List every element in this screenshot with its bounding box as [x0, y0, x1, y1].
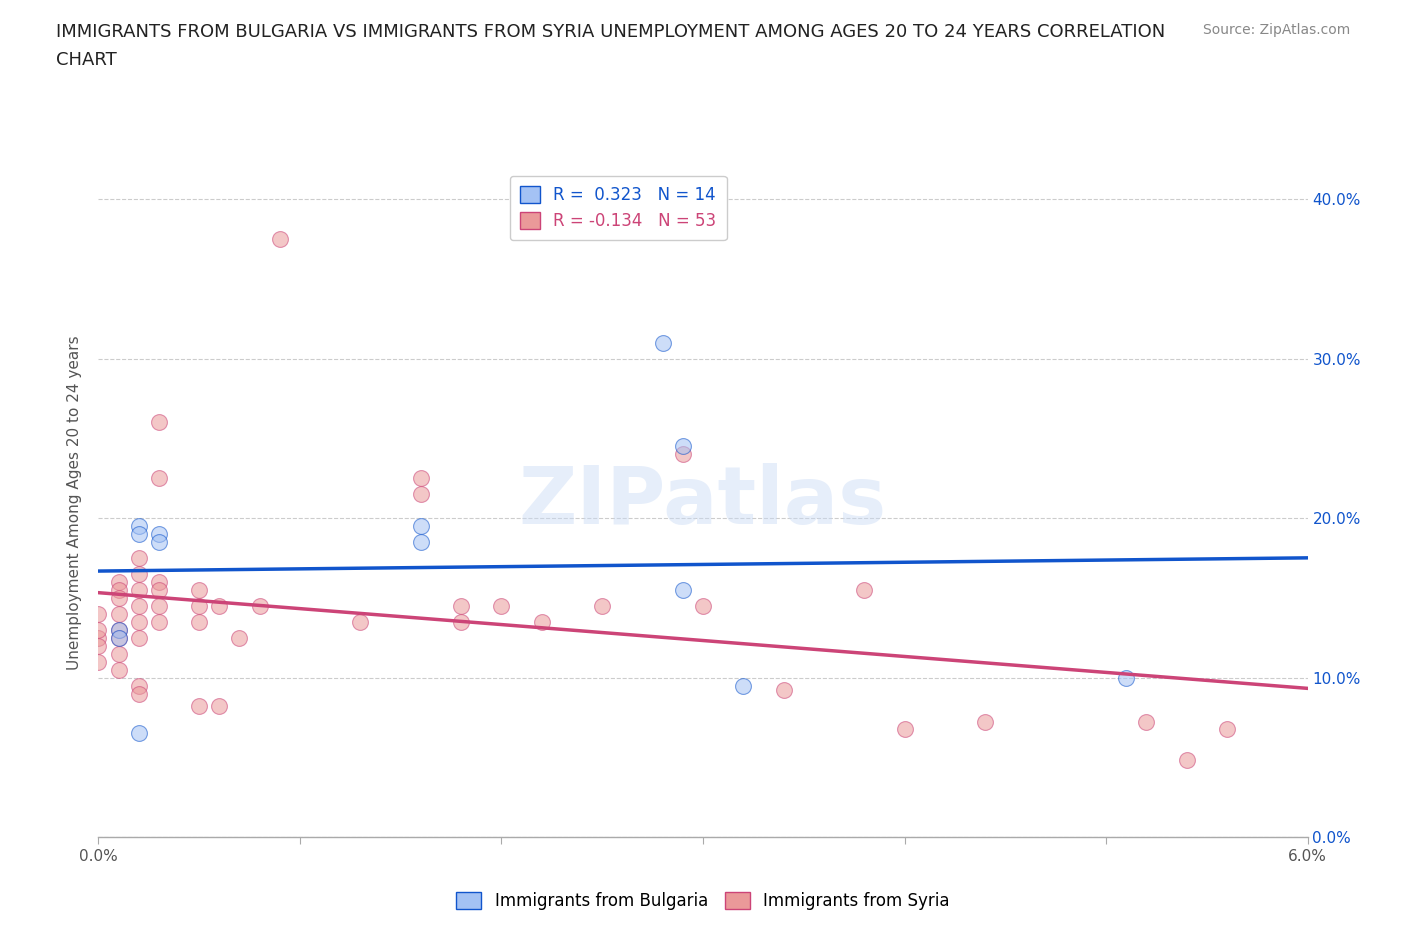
Point: [188, 615, 211, 630]
Point: [409, 471, 432, 485]
Point: [107, 646, 129, 661]
Point: [128, 615, 150, 630]
Point: [409, 486, 432, 501]
Text: CHART: CHART: [56, 51, 117, 69]
Point: [672, 439, 695, 454]
Point: [148, 615, 170, 630]
Point: [591, 598, 613, 613]
Point: [87, 622, 110, 637]
Point: [107, 631, 129, 645]
Point: [651, 336, 673, 351]
Point: [148, 582, 170, 597]
Point: [269, 232, 291, 246]
Point: [208, 598, 231, 613]
Point: [107, 575, 129, 590]
Point: [128, 551, 150, 565]
Point: [148, 535, 170, 550]
Point: [1135, 715, 1157, 730]
Point: [148, 471, 170, 485]
Point: [772, 683, 794, 698]
Text: IMMIGRANTS FROM BULGARIA VS IMMIGRANTS FROM SYRIA UNEMPLOYMENT AMONG AGES 20 TO : IMMIGRANTS FROM BULGARIA VS IMMIGRANTS F…: [56, 23, 1166, 41]
Point: [672, 582, 695, 597]
Point: [409, 535, 432, 550]
Point: [107, 582, 129, 597]
Point: [128, 526, 150, 541]
Point: [107, 591, 129, 605]
Point: [349, 615, 371, 630]
Point: [107, 631, 129, 645]
Point: [188, 598, 211, 613]
Point: [128, 566, 150, 581]
Point: [128, 519, 150, 534]
Point: [87, 631, 110, 645]
Text: Source: ZipAtlas.com: Source: ZipAtlas.com: [1202, 23, 1350, 37]
Point: [974, 715, 997, 730]
Point: [128, 582, 150, 597]
Point: [87, 606, 110, 621]
Point: [249, 598, 271, 613]
Text: ZIPatlas: ZIPatlas: [519, 463, 887, 541]
Legend: Immigrants from Bulgaria, Immigrants from Syria: Immigrants from Bulgaria, Immigrants fro…: [450, 885, 956, 917]
Point: [672, 447, 695, 462]
Point: [148, 598, 170, 613]
Point: [107, 622, 129, 637]
Point: [148, 415, 170, 430]
Point: [128, 686, 150, 701]
Point: [530, 615, 553, 630]
Point: [692, 598, 714, 613]
Point: [1175, 753, 1198, 768]
Point: [1115, 671, 1137, 685]
Point: [107, 622, 129, 637]
Point: [450, 615, 472, 630]
Point: [853, 582, 876, 597]
Point: [128, 631, 150, 645]
Y-axis label: Unemployment Among Ages 20 to 24 years: Unemployment Among Ages 20 to 24 years: [67, 335, 83, 670]
Point: [107, 662, 129, 677]
Point: [491, 598, 513, 613]
Point: [409, 519, 432, 534]
Point: [893, 721, 915, 736]
Point: [1216, 721, 1239, 736]
Point: [87, 654, 110, 669]
Point: [228, 631, 250, 645]
Point: [128, 726, 150, 741]
Point: [128, 598, 150, 613]
Point: [188, 582, 211, 597]
Point: [87, 638, 110, 653]
Point: [208, 698, 231, 713]
Point: [188, 698, 211, 713]
Point: [128, 678, 150, 693]
Point: [148, 526, 170, 541]
Point: [148, 575, 170, 590]
Point: [450, 598, 472, 613]
Point: [107, 606, 129, 621]
Legend: R =  0.323   N = 14, R = -0.134   N = 53: R = 0.323 N = 14, R = -0.134 N = 53: [510, 176, 727, 240]
Point: [733, 678, 755, 693]
